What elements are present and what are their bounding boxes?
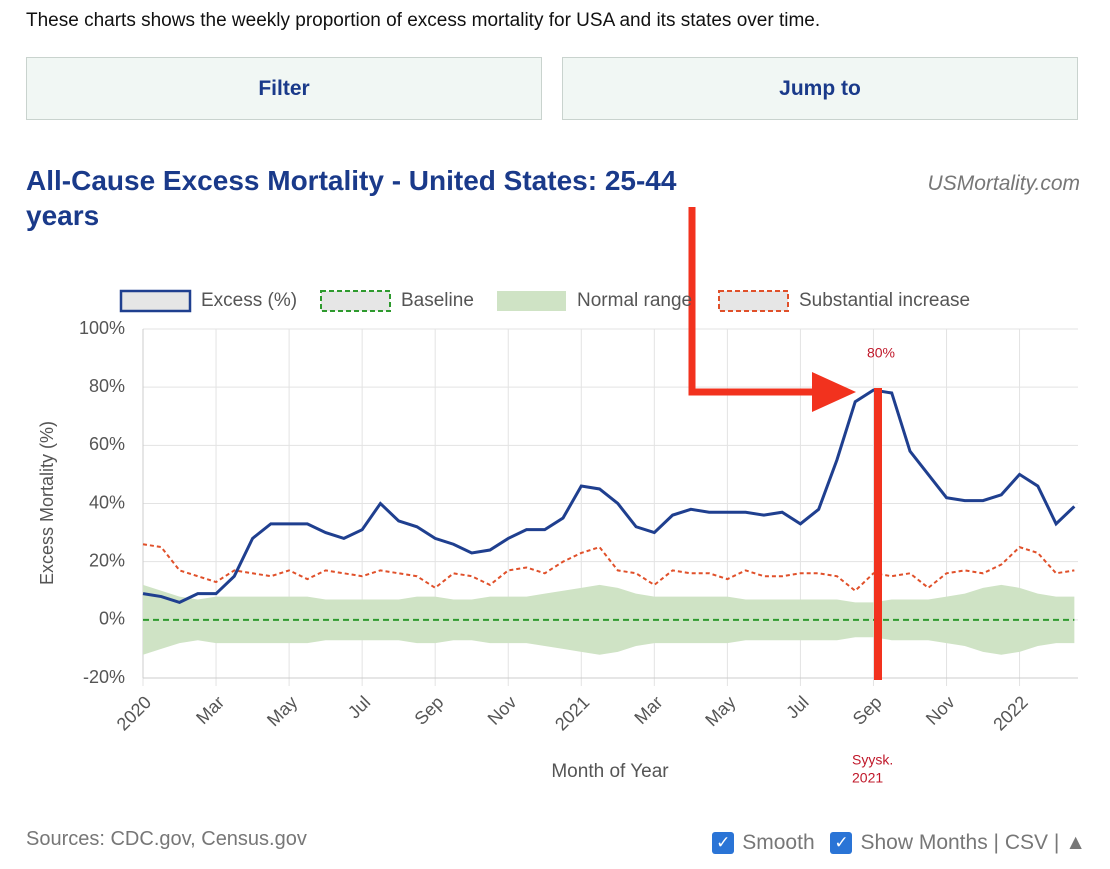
- legend-label: Baseline: [401, 290, 474, 311]
- x-tick-label: Nov: [922, 692, 959, 729]
- show-months-label[interactable]: Show Months: [860, 831, 988, 854]
- jump-button[interactable]: Jump to: [562, 57, 1078, 120]
- legend-swatch: [320, 290, 391, 312]
- annotation-text: Syysk.: [852, 752, 893, 768]
- series-line: [142, 543, 1075, 593]
- checkbox[interactable]: ✓: [712, 832, 735, 855]
- x-tick-label: May: [701, 692, 739, 730]
- annotation-text: 80%: [867, 345, 895, 361]
- smooth-label[interactable]: Smooth: [742, 831, 815, 854]
- series-line: [142, 388, 1076, 604]
- x-tick-label: Nov: [484, 692, 521, 729]
- x-tick-label: 2020: [113, 692, 155, 734]
- x-tick-label: Jul: [344, 692, 374, 722]
- checkbox[interactable]: ✓: [830, 832, 853, 855]
- intro-text: These charts shows the weekly proportion…: [26, 10, 821, 31]
- x-tick-label: 2021: [551, 692, 593, 734]
- legend-swatch: [119, 289, 192, 313]
- sources: Sources: CDC.gov, Census.gov: [26, 828, 307, 850]
- x-tick-label: Sep: [411, 692, 448, 729]
- legend-label: Substantial increase: [799, 290, 970, 311]
- filter-button[interactable]: Filter: [26, 57, 542, 120]
- y-axis-label: Excess Mortality (%): [37, 421, 57, 585]
- annotation-text: 2021: [852, 770, 883, 786]
- y-tick-label: 0%: [99, 609, 125, 629]
- plot: -20% 0% 20% 40% 60% 80% 100% 2020 Mar May Jul Sep No…: [79, 318, 1078, 735]
- x-tick-label: 2022: [989, 692, 1031, 734]
- x-tick-label: Jul: [782, 692, 812, 722]
- x-tick-label: Mar: [630, 692, 666, 728]
- separator: |: [1053, 831, 1060, 854]
- top-link[interactable]: ▲: [1065, 831, 1086, 854]
- legend-label: Normal range: [577, 290, 692, 311]
- csv-link[interactable]: CSV: [1004, 831, 1049, 854]
- legend-swatch: [497, 291, 566, 311]
- y-tick-label: 40%: [89, 492, 125, 512]
- legend-label: Excess (%): [201, 290, 297, 311]
- y-tick-label: 20%: [89, 550, 125, 570]
- separator: |: [993, 831, 1000, 854]
- x-tick-label: May: [263, 692, 301, 730]
- annotation-arrow: [688, 207, 818, 396]
- y-tick-label: 80%: [89, 376, 125, 396]
- legend-swatch: [718, 290, 789, 312]
- arrow-head: [812, 372, 856, 412]
- site-label: USMortality.com: [927, 172, 1080, 195]
- x-tick-label: Sep: [849, 692, 886, 729]
- footer-controls: ✓ Smooth ✓ Show Months | CSV | ▲: [712, 831, 1086, 855]
- y-tick-label: 100%: [79, 318, 125, 338]
- x-tick-label: Mar: [192, 692, 228, 728]
- chart-title: All-Cause Excess Mortality - United Stat…: [26, 165, 677, 231]
- x-axis-label: Month of Year: [551, 761, 669, 782]
- y-tick-label: 60%: [89, 434, 125, 454]
- y-tick-label: -20%: [83, 667, 125, 687]
